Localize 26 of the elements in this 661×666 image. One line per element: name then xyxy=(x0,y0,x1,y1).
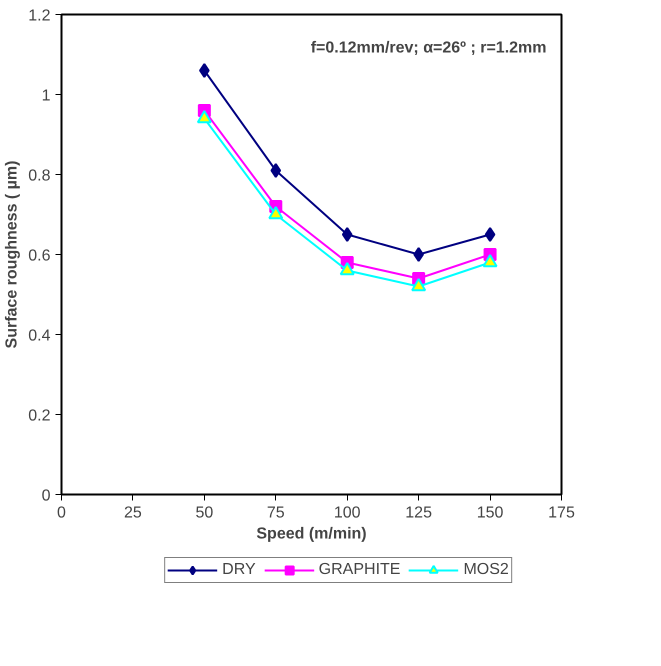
x-tick-label: 25 xyxy=(124,504,142,522)
point xyxy=(342,227,353,242)
y-axis-title: Surface roughness ( µm) xyxy=(3,160,20,348)
y-tick-label: 0.4 xyxy=(28,328,51,344)
legend-label: DRY xyxy=(222,561,256,579)
y-tick-label: 0.8 xyxy=(28,168,51,184)
x-axis-title: Speed (m/min) xyxy=(256,526,367,542)
point xyxy=(199,63,210,78)
x-tick-label: 125 xyxy=(405,504,432,522)
x-tick-label: 100 xyxy=(334,504,361,522)
y-tick-label: 0.2 xyxy=(28,408,51,424)
annotation: f=0.12mm/rev; α=26º ; r=1.2mm xyxy=(310,40,546,57)
y-tick-label: 1 xyxy=(42,88,51,104)
y-tick-label: 1.2 xyxy=(28,8,51,24)
point xyxy=(484,227,496,242)
x-tick-label: 150 xyxy=(476,504,504,522)
y-tick-label: 0.6 xyxy=(28,248,51,264)
x-tick-label: 75 xyxy=(266,504,285,522)
x-tick-label: 175 xyxy=(548,504,575,522)
x-tick-label: 50 xyxy=(195,504,214,522)
y-tick-label: 0 xyxy=(42,488,51,504)
point xyxy=(270,163,282,178)
point xyxy=(413,247,424,262)
legend-label: GRAPHITE xyxy=(318,561,400,579)
x-tick-label: 0 xyxy=(57,504,66,522)
legend-label: MOS2 xyxy=(463,561,509,579)
